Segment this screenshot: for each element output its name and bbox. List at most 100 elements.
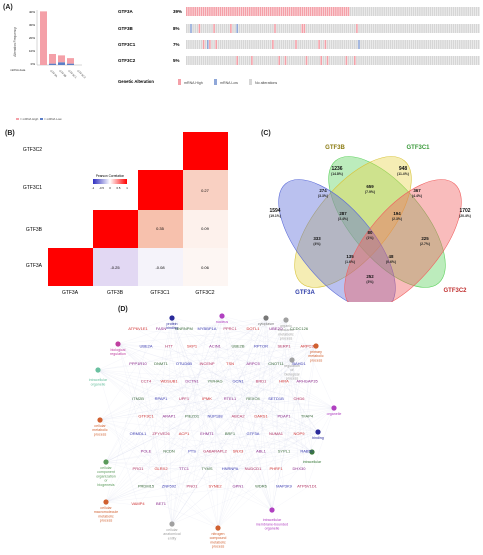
network-edge	[99, 347, 285, 421]
network-edge	[105, 364, 254, 503]
network-edge	[171, 487, 216, 525]
network-edge	[283, 407, 335, 453]
sample-cell	[192, 40, 194, 49]
sample-cell	[467, 40, 469, 49]
alteration-frequency-ylabel: Alteration Frequency	[13, 27, 17, 57]
sample-cell	[446, 40, 448, 49]
sample-cell	[217, 7, 220, 16]
sample-cell	[274, 7, 276, 16]
sample-cell	[276, 7, 278, 16]
sample-cell	[330, 24, 333, 33]
network-edge	[306, 407, 335, 488]
sample-cell	[475, 40, 478, 49]
sample-cell	[368, 24, 371, 33]
sample-cell	[186, 24, 188, 33]
network-edge	[306, 382, 313, 453]
go-term-node: cellular component organization or biogenesi…	[96, 459, 116, 487]
sample-cell	[469, 24, 472, 33]
gene-pct: 5%	[173, 58, 180, 63]
ytick: 0%	[31, 62, 36, 66]
sample-cell	[223, 56, 226, 65]
sample-cell	[444, 40, 446, 49]
sample-cell	[366, 56, 369, 65]
sample-cell	[230, 24, 232, 33]
network-edge	[171, 469, 300, 525]
network-edge	[191, 315, 223, 488]
network-edge	[171, 434, 277, 525]
sample-cell	[190, 7, 192, 16]
network-edge	[171, 317, 216, 453]
sample-cell	[389, 56, 392, 65]
sample-cell	[190, 56, 192, 65]
gene-node: DARS1	[254, 414, 268, 419]
sample-cell	[423, 56, 425, 65]
sample-cell	[270, 24, 272, 33]
bar-xlabel: GTF3A	[49, 69, 58, 78]
sample-cell	[356, 24, 358, 33]
sample-cell	[261, 7, 264, 16]
sample-cell	[192, 7, 194, 16]
sample-cell	[372, 24, 375, 33]
sample-cell	[221, 24, 224, 33]
sample-cell	[280, 40, 283, 49]
legend-swatch	[214, 79, 217, 85]
sample-cell	[396, 7, 398, 16]
sample-cell	[454, 56, 457, 65]
sample-cell	[301, 40, 304, 49]
sample-cell	[379, 56, 381, 65]
gene-node: HNRNPA	[222, 466, 239, 471]
network-edge	[206, 319, 287, 331]
sample-cell	[242, 40, 245, 49]
network-edge	[117, 329, 162, 345]
sample-cell	[433, 56, 436, 65]
gene-pct: 39%	[173, 9, 182, 14]
go-term-node: cellular macromolecule metabolic process	[94, 499, 118, 523]
sample-cell	[375, 7, 377, 16]
network-edge	[145, 345, 317, 488]
sample-cell	[435, 40, 438, 49]
heatmap-row-labels: GTF3C2 GTF3C1 GTF3B GTF3A	[23, 147, 43, 269]
sample-cell	[305, 40, 308, 49]
alteration-bars	[40, 11, 74, 65]
gene-node: SYPL1	[278, 449, 291, 454]
network-edge	[260, 407, 335, 418]
network-edge	[229, 364, 335, 409]
sample-cell	[259, 56, 262, 65]
gene-node: GTF3A	[247, 431, 260, 436]
network-edge	[221, 315, 300, 366]
sample-cell	[198, 56, 201, 65]
sample-cell	[467, 24, 469, 33]
go-term-label: intracellular membrane-bounded organelle	[256, 518, 288, 530]
gene-node: INCENP	[199, 361, 214, 366]
sample-cell	[194, 56, 196, 65]
col-label: GTF3B	[107, 290, 124, 296]
sample-cell	[454, 24, 457, 33]
sample-cell	[431, 7, 434, 16]
col-label: GTF3A	[62, 290, 79, 296]
sample-cell	[318, 56, 320, 65]
network-edge	[99, 419, 162, 471]
sample-cell	[320, 56, 322, 65]
network-edge	[171, 317, 185, 401]
sample-cell	[435, 56, 438, 65]
sample-cell	[236, 7, 238, 16]
sample-cell	[190, 40, 192, 49]
network-edge	[206, 399, 313, 453]
oncoprint-gene-labels: GTF3A GTF3B GTF3C1 GTF3C2	[118, 9, 136, 63]
sample-cell	[209, 40, 211, 49]
sample-cell	[324, 7, 327, 16]
network-edge	[105, 382, 170, 503]
sample-cell	[414, 40, 417, 49]
sample-cell	[467, 56, 469, 65]
sample-cell	[467, 7, 469, 16]
sample-cell	[419, 7, 421, 16]
genetic-alteration-legend: mRNA High mRNA Low No alterations	[178, 79, 277, 85]
network-edge	[105, 417, 147, 463]
network-edge	[237, 417, 313, 453]
sample-cell	[427, 56, 430, 65]
sample-cell	[360, 24, 362, 33]
go-term-label: binding	[312, 436, 324, 440]
sample-cell	[249, 7, 251, 16]
sample-cell	[194, 7, 196, 16]
bar-xlabels: GTF3A GTF3B GTF3C1 GTF3C2	[49, 69, 87, 80]
